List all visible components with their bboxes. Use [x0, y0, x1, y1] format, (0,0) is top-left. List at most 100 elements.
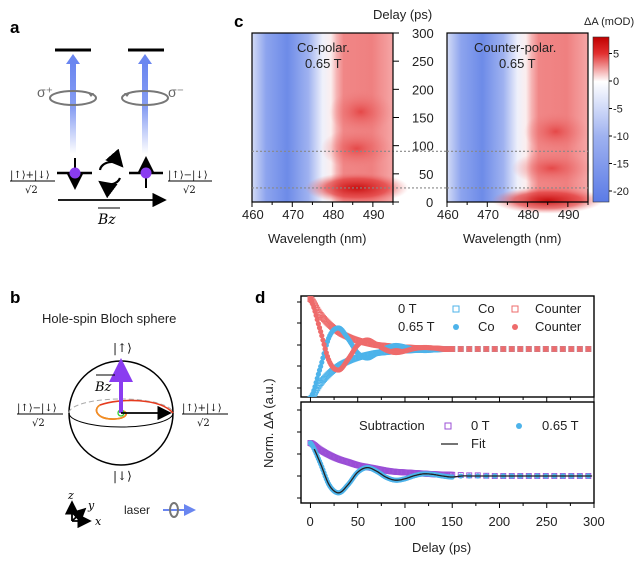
delay-axis-title: Delay (ps) [412, 540, 471, 555]
colorbar-tick-label: -20 [613, 186, 629, 198]
legend-marker-circle [512, 324, 518, 330]
colorbar [592, 36, 610, 203]
data-point [517, 346, 523, 352]
rotation-arrow-icon [88, 93, 94, 97]
heatmap-annotation-line2: 0.65 T [499, 56, 536, 71]
colorbar-tick-label: 5 [613, 49, 619, 61]
state-plus-denominator: √2 [25, 185, 38, 196]
panel-c: c Delay (ps) 460 470 480 490 460 470 480 490 0… [234, 7, 634, 246]
arrow-head-right [138, 54, 152, 64]
x-tick-label: 490 [558, 207, 580, 222]
data-point [315, 371, 321, 377]
state-minus-denominator: √2 [183, 185, 196, 196]
colorbar-tick-label: -10 [613, 131, 629, 143]
state-plus-numerator: |↑⟩+|↓⟩ [10, 170, 50, 181]
panel-label-b: b [10, 288, 20, 307]
right-state-denominator: √2 [197, 418, 210, 429]
data-point [315, 321, 321, 327]
data-point [560, 346, 566, 352]
equator-front [68, 412, 174, 428]
data-point [568, 346, 574, 352]
field-label: Bz [97, 212, 116, 228]
precession-arrow-icon [98, 148, 124, 171]
data-point [509, 346, 515, 352]
x-tick-label: 0 [306, 514, 313, 529]
legend-title: Subtraction [359, 418, 425, 433]
data-point [321, 341, 327, 348]
legend-series-label: Counter [535, 319, 582, 334]
heatmap-annotation-line1: Co-polar. [297, 40, 350, 55]
x-tick-label: 100 [394, 514, 416, 529]
wavelength-axis-title: Wavelength (nm) [463, 231, 562, 246]
excitation-arrow-right [142, 62, 148, 154]
heatmap-co-polar: 460 470 480 490 [242, 32, 447, 222]
x-tick-label: 480 [518, 207, 540, 222]
panel-a: a σ⁺ σ⁻ |↑⟩+|↓⟩ √2 |↑⟩−|↓⟩ √2 Bz [10, 18, 212, 228]
rotation-arrow-icon [124, 93, 130, 97]
colorbar-tick-label: -15 [613, 159, 629, 171]
data-point [322, 346, 328, 352]
panel-d: d 0 50 100 150 200 250 300 Delay (ps) Norm. ΔA… [255, 288, 605, 555]
legend-marker-open-square [511, 305, 519, 313]
data-point [551, 346, 557, 352]
x-tick-label: 50 [351, 514, 365, 529]
colorbar-tick-label: -5 [613, 104, 623, 116]
data-point [492, 346, 498, 352]
trajectory-inner [95, 404, 127, 420]
data-point [313, 312, 319, 318]
legend-bottom: Subtraction 0 T 0.65 T Fit [359, 418, 579, 451]
legend-series-label: 0.65 T [542, 418, 579, 433]
x-tick-label: 150 [441, 514, 463, 529]
heatmap-peak [320, 128, 393, 169]
left-state-numerator: |↑⟩−|↓⟩ [17, 403, 57, 414]
left-state-denominator: √2 [32, 418, 45, 429]
laser-polarization-icon [169, 502, 179, 518]
legend-marker-open-square [444, 422, 452, 430]
x-tick-label: 480 [323, 207, 345, 222]
heatmap-frame [446, 32, 589, 203]
legend-series-label: Co [478, 319, 495, 334]
legend-series-label: Counter [535, 301, 582, 316]
data-point [577, 346, 583, 352]
data-point [312, 384, 318, 390]
wavelength-axis-title: Wavelength (nm) [268, 231, 367, 246]
data-point [449, 346, 455, 352]
legend-series-label: 0 T [471, 418, 490, 433]
y-tick-label: 0 [426, 195, 433, 210]
data-point [483, 346, 489, 352]
x-axis-label: x [95, 515, 102, 528]
y-axis-label: y [87, 499, 95, 512]
heatmap-peak [491, 186, 604, 214]
excitation-arrow-left [70, 62, 76, 154]
data-point [320, 355, 326, 361]
y-tick-label: 250 [412, 54, 434, 69]
x-tick-label: 300 [583, 514, 605, 529]
coordinate-axes-icon: z y x [64, 489, 102, 529]
data-point [314, 316, 320, 323]
up-state-label: |↑⟩ [113, 341, 132, 355]
plot-frame-bottom [300, 401, 595, 504]
data-point [475, 346, 481, 352]
data-point [318, 328, 324, 335]
x-tick-label: 460 [437, 207, 459, 222]
legend-top: 0 T 0.65 T Co Co Counter Counter [398, 301, 582, 334]
legend-row-label: 0.65 T [398, 319, 435, 334]
z-axis-label: z [67, 489, 74, 502]
heatmap-peak [328, 89, 393, 135]
sigma-plus-label: σ⁺ [37, 84, 53, 100]
precession-arrow-icon [98, 177, 122, 199]
state-minus-numerator: |↑⟩−|↓⟩ [168, 170, 208, 181]
panel-label-d: d [255, 288, 265, 307]
legend-marker-circle [516, 423, 522, 429]
colorbar-title: ΔA (mOD) [584, 16, 634, 28]
y-tick-label: 50 [419, 167, 433, 182]
field-label: Bz [94, 380, 112, 395]
panel-label-a: a [10, 18, 20, 37]
heatmap-annotation-line1: Counter-polar. [474, 40, 556, 55]
data-point [314, 375, 320, 382]
panel-b: b Hole-spin Bloch sphere |↑⟩ |↓⟩ Bz |↑⟩−… [10, 288, 228, 529]
circular-polarization-icon-right [121, 90, 169, 106]
bloch-sphere-title: Hole-spin Bloch sphere [42, 311, 176, 326]
y-tick-label: 200 [412, 82, 434, 97]
